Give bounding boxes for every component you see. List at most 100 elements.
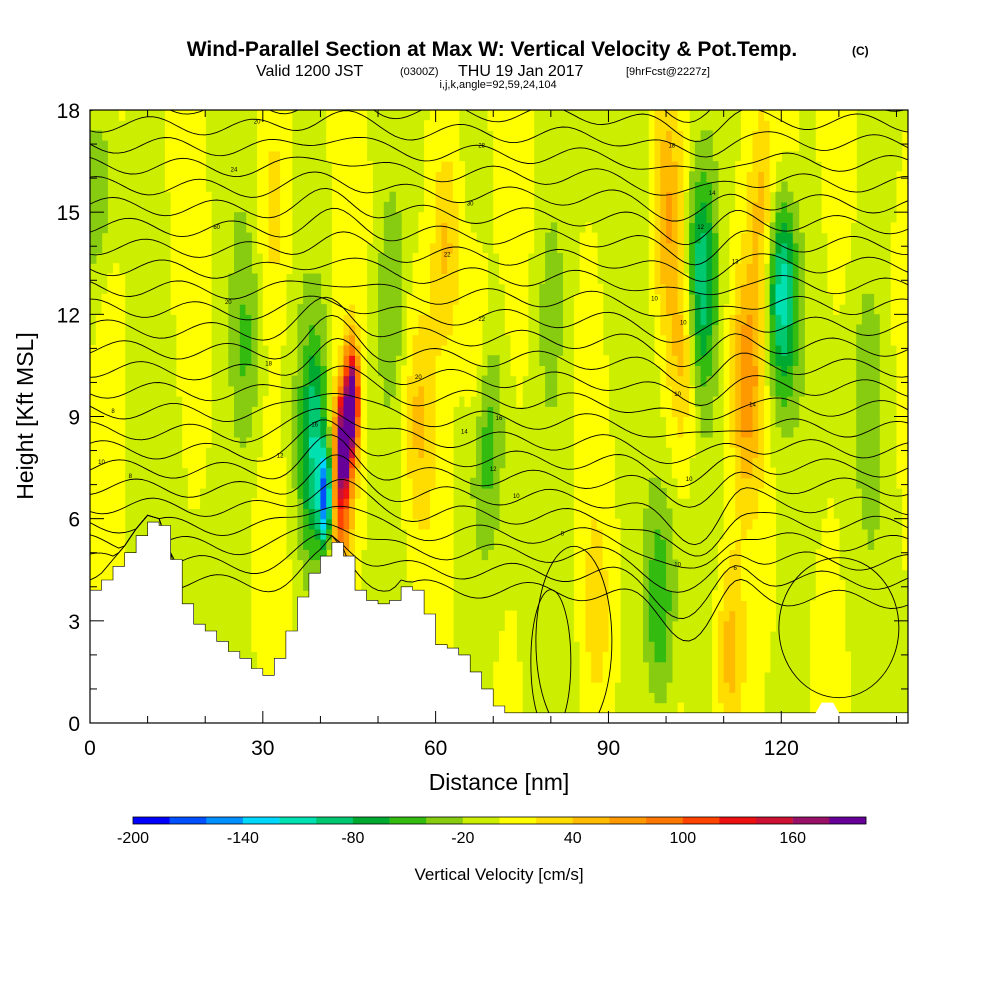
velocity-cell (170, 263, 177, 274)
isentrope-label: 14 (749, 402, 756, 408)
velocity-cell (838, 253, 846, 264)
velocity-cell (591, 304, 598, 315)
velocity-cell (205, 426, 212, 438)
velocity-cell (827, 528, 834, 540)
velocity-cell (700, 385, 707, 397)
velocity-cell (602, 508, 610, 520)
velocity-cell (257, 651, 264, 663)
velocity-cell (896, 396, 903, 407)
velocity-cell (268, 161, 275, 172)
velocity-cell (769, 488, 777, 499)
velocity-cell (303, 518, 310, 530)
velocity-cell (493, 232, 500, 244)
velocity-cell (671, 253, 679, 264)
velocity-cell (395, 253, 402, 264)
velocity-cell (579, 273, 586, 285)
velocity-cell (176, 110, 183, 121)
velocity-cell (683, 110, 690, 121)
velocity-cell (257, 120, 264, 131)
colorbar-swatch (462, 817, 500, 824)
velocity-cell (775, 201, 782, 213)
velocity-cell (671, 304, 679, 315)
velocity-cell (447, 304, 454, 315)
velocity-cell (395, 334, 402, 346)
velocity-cell (458, 263, 466, 274)
velocity-cell (303, 385, 310, 397)
velocity-cell (729, 457, 736, 469)
velocity-cell (360, 467, 368, 479)
velocity-cell (694, 385, 702, 397)
velocity-cell (343, 293, 350, 305)
velocity-cell (712, 201, 719, 213)
velocity-cell (740, 436, 748, 448)
velocity-cell (435, 345, 442, 356)
velocity-cell (464, 365, 471, 377)
velocity-cell (90, 232, 97, 244)
velocity-cell (274, 324, 281, 336)
isentrope-label: 12 (277, 453, 284, 459)
velocity-cell (585, 477, 592, 489)
velocity-cell (671, 416, 679, 428)
velocity-cell (401, 508, 408, 520)
velocity-cell (257, 590, 264, 601)
velocity-cell (447, 283, 454, 295)
velocity-cell (257, 201, 264, 213)
velocity-cell (666, 365, 673, 377)
velocity-cell (602, 406, 610, 418)
velocity-cell (429, 140, 437, 152)
velocity-cell (752, 161, 759, 172)
velocity-cell (539, 324, 546, 336)
velocity-cell (579, 304, 586, 315)
isentrope-label: 14 (709, 191, 716, 197)
velocity-cell (677, 253, 684, 264)
velocity-cell (573, 620, 581, 632)
velocity-cell (890, 222, 898, 234)
velocity-cell (585, 631, 592, 642)
velocity-cell (752, 477, 759, 489)
velocity-cell (447, 600, 454, 612)
velocity-cell (493, 140, 500, 152)
velocity-cell (406, 314, 414, 326)
velocity-cell (591, 314, 598, 326)
velocity-cell (113, 273, 120, 285)
velocity-cell (274, 365, 281, 377)
velocity-cell (280, 263, 287, 274)
velocity-cell (643, 641, 650, 653)
velocity-cell (493, 150, 500, 162)
velocity-cell (308, 508, 316, 520)
velocity-cell (452, 263, 460, 274)
velocity-cell (516, 222, 523, 234)
velocity-cell (383, 304, 391, 315)
velocity-cell (274, 641, 281, 653)
velocity-cell (856, 416, 863, 428)
velocity-cell (355, 396, 362, 407)
velocity-cell (792, 222, 800, 234)
velocity-cell (758, 345, 765, 356)
velocity-cell (902, 518, 908, 530)
velocity-cell (412, 334, 419, 346)
velocity-cell (331, 416, 339, 428)
velocity-cell (596, 498, 604, 509)
velocity-cell (729, 365, 736, 377)
velocity-cell (90, 549, 97, 561)
velocity-cell (308, 345, 316, 356)
velocity-cell (723, 610, 731, 622)
velocity-cell (516, 130, 523, 142)
isentrope-line (90, 514, 908, 642)
velocity-cell (666, 569, 673, 581)
velocity-cell (401, 457, 408, 469)
velocity-cell (781, 324, 788, 336)
velocity-cell (193, 171, 201, 183)
velocity-cell (205, 334, 212, 346)
velocity-cell (429, 406, 437, 418)
velocity-cell (516, 283, 523, 295)
velocity-cell (199, 253, 206, 264)
velocity-cell (118, 447, 126, 458)
velocity-cell (383, 273, 391, 285)
velocity-cell (810, 600, 817, 612)
velocity-cell (602, 457, 610, 469)
velocity-cell (522, 161, 529, 172)
velocity-cell (573, 396, 581, 407)
velocity-cell (666, 600, 673, 612)
velocity-cell (740, 222, 748, 234)
